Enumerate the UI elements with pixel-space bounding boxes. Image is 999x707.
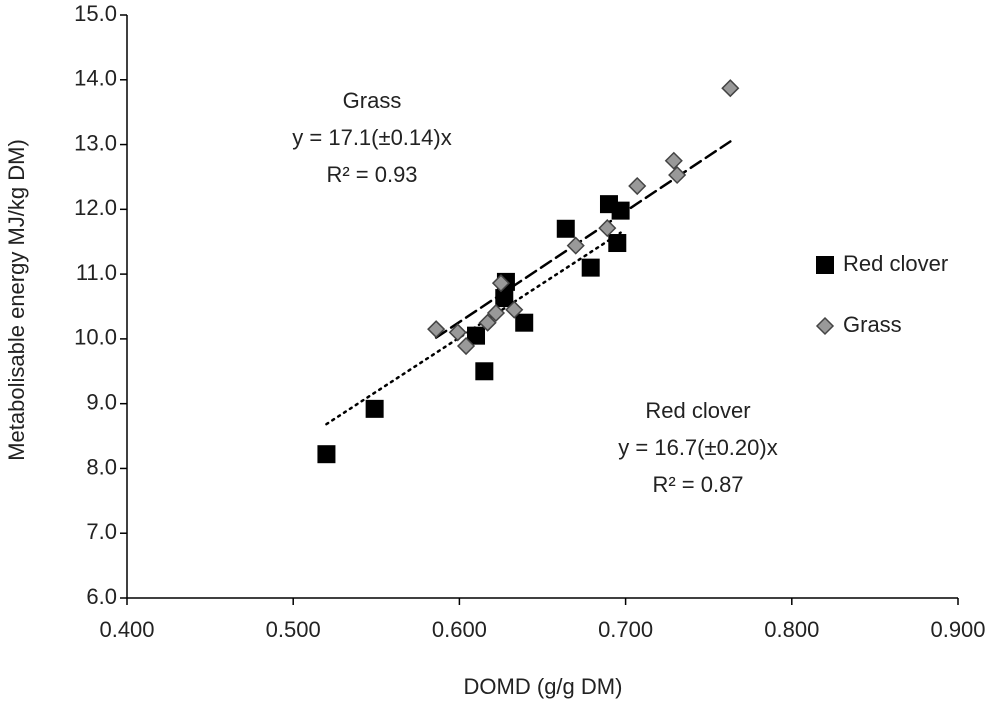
x-axis-label: DOMD (g/g DM) bbox=[464, 674, 623, 699]
y-tick-label: 14.0 bbox=[74, 66, 117, 91]
square-marker bbox=[467, 326, 486, 345]
annotation: Red clover bbox=[645, 398, 750, 423]
y-tick-label: 8.0 bbox=[86, 454, 117, 479]
square-marker bbox=[475, 362, 494, 381]
square-marker bbox=[556, 219, 575, 238]
y-tick-label: 13.0 bbox=[74, 130, 117, 155]
x-tick-label: 0.900 bbox=[930, 617, 985, 642]
diamond-marker bbox=[505, 300, 524, 319]
diamond-marker bbox=[491, 274, 511, 293]
diamond-marker bbox=[664, 151, 683, 170]
y-tick-label: 9.0 bbox=[86, 389, 117, 414]
diamond-marker bbox=[566, 236, 585, 255]
x-tick-label: 0.500 bbox=[266, 617, 321, 642]
diamond-marker bbox=[486, 303, 506, 323]
x-tick-label: 0.600 bbox=[432, 617, 487, 642]
y-tick-label: 11.0 bbox=[76, 260, 117, 285]
trend-line bbox=[434, 140, 732, 339]
legend-label: Red clover bbox=[843, 251, 948, 276]
square-marker bbox=[515, 313, 534, 332]
annotation: R² = 0.87 bbox=[652, 472, 743, 497]
diamond-marker bbox=[456, 336, 476, 356]
y-tick-label: 10.0 bbox=[74, 325, 117, 350]
y-tick-label: 12.0 bbox=[74, 195, 117, 220]
legend-marker bbox=[816, 256, 834, 274]
square-marker bbox=[365, 399, 384, 418]
y-tick-label: 15.0 bbox=[74, 1, 117, 26]
legend-label: Grass bbox=[843, 312, 902, 337]
annotation: y = 16.7(±0.20)x bbox=[618, 435, 777, 460]
square-marker bbox=[608, 234, 627, 253]
legend-marker bbox=[815, 316, 835, 336]
y-axis-label: Metabolisable energy MJ/kg DM) bbox=[4, 139, 29, 461]
diamond-marker bbox=[598, 219, 617, 238]
x-tick-label: 0.400 bbox=[99, 617, 154, 642]
diamond-marker bbox=[668, 165, 687, 185]
y-tick-label: 6.0 bbox=[86, 584, 117, 609]
diamond-marker bbox=[628, 176, 647, 196]
diamond-marker bbox=[448, 323, 467, 342]
annotation: R² = 0.93 bbox=[326, 162, 417, 187]
annotation: Grass bbox=[343, 88, 402, 113]
diamond-marker bbox=[427, 320, 446, 339]
square-marker bbox=[611, 201, 630, 220]
x-tick-label: 0.700 bbox=[598, 617, 653, 642]
square-marker bbox=[581, 258, 600, 277]
x-tick-label: 0.800 bbox=[764, 617, 819, 642]
square-marker bbox=[495, 289, 514, 308]
square-marker bbox=[317, 445, 336, 464]
diamond-marker bbox=[721, 79, 740, 98]
annotation: y = 17.1(±0.14)x bbox=[292, 125, 451, 150]
diamond-marker bbox=[478, 313, 497, 332]
y-tick-label: 7.0 bbox=[86, 519, 117, 544]
